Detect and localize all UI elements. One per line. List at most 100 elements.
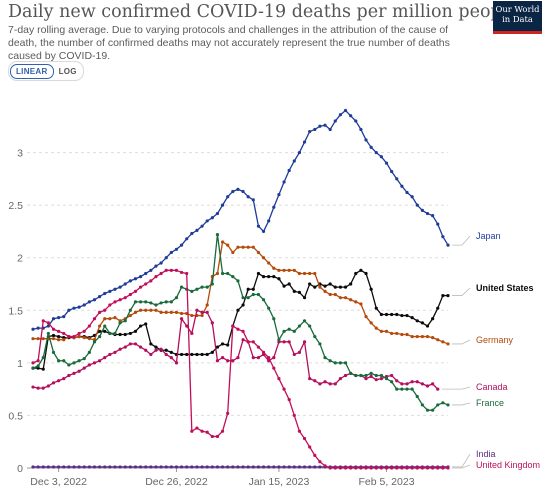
data-point: [231, 359, 235, 363]
data-point: [436, 466, 440, 470]
data-point: [431, 466, 435, 470]
data-point: [128, 313, 132, 318]
data-point: [241, 296, 245, 300]
data-point: [159, 310, 163, 314]
data-point: [87, 337, 91, 341]
data-point: [343, 108, 348, 113]
data-point: [169, 250, 173, 255]
data-point: [369, 371, 373, 375]
data-point: [51, 381, 56, 385]
data-point: [144, 271, 148, 276]
linear-scale-button[interactable]: LINEAR: [10, 63, 54, 79]
data-point: [415, 203, 419, 207]
data-point: [241, 245, 245, 249]
data-point: [87, 300, 91, 304]
data-point: [179, 270, 184, 275]
data-point: [318, 124, 322, 128]
data-point: [297, 429, 302, 433]
logo-line-2: in Data: [502, 14, 533, 24]
data-point: [369, 145, 373, 149]
data-point: [92, 361, 97, 365]
data-point: [328, 292, 332, 297]
data-point: [200, 285, 204, 289]
data-point: [57, 465, 61, 469]
data-point: [77, 305, 81, 309]
data-point: [302, 436, 307, 441]
data-point: [282, 268, 286, 272]
data-point: [144, 300, 148, 304]
data-point: [103, 356, 107, 360]
data-point: [349, 282, 353, 286]
data-point: [185, 271, 189, 276]
data-point: [138, 285, 143, 289]
data-point: [87, 324, 91, 328]
label-connector: [452, 235, 471, 246]
data-point: [441, 340, 445, 344]
series-label: Germany: [476, 335, 514, 345]
data-point: [236, 356, 240, 360]
data-point: [164, 268, 168, 272]
data-point: [343, 296, 348, 300]
data-point: [62, 338, 66, 342]
data-point: [251, 287, 255, 291]
data-point: [108, 289, 112, 293]
label-connector: [452, 402, 471, 406]
data-point: [51, 317, 56, 321]
data-point: [441, 235, 445, 239]
data-point: [36, 337, 40, 341]
owid-logo[interactable]: Our World in Data: [493, 1, 542, 34]
data-point: [410, 316, 414, 320]
data-point: [118, 321, 122, 325]
data-point: [400, 382, 404, 386]
data-point: [174, 247, 179, 251]
data-point: [379, 329, 383, 333]
data-point: [41, 386, 45, 390]
data-point: [179, 311, 184, 316]
data-point: [364, 271, 368, 276]
log-scale-button[interactable]: LOG: [58, 66, 77, 76]
data-point: [82, 329, 86, 333]
data-point: [128, 465, 132, 469]
data-point: [174, 465, 179, 469]
data-point: [297, 150, 302, 155]
data-point: [384, 466, 389, 470]
data-point: [251, 340, 255, 344]
series-line: [32, 109, 449, 330]
data-point: [384, 377, 389, 381]
data-point: [108, 465, 112, 469]
data-point: [374, 378, 378, 382]
data-point: [267, 261, 271, 265]
data-point: [159, 347, 163, 351]
data-point: [41, 356, 45, 360]
data-point: [277, 465, 281, 469]
data-point: [379, 312, 383, 317]
series-label: United States: [476, 283, 534, 293]
data-point: [354, 466, 358, 470]
data-point: [302, 319, 307, 323]
data-point: [297, 290, 302, 295]
data-point: [277, 338, 281, 342]
data-point: [236, 245, 240, 249]
data-point: [205, 465, 209, 469]
data-point: [272, 465, 276, 469]
data-point: [46, 384, 50, 388]
data-point: [343, 361, 348, 365]
data-point: [369, 374, 373, 379]
data-point: [190, 429, 194, 433]
series-france: [31, 232, 450, 412]
data-point: [379, 155, 383, 159]
data-point: [323, 289, 327, 293]
data-point: [323, 284, 327, 288]
data-point: [123, 319, 127, 323]
data-point: [364, 314, 368, 319]
data-point: [400, 184, 404, 188]
data-point: [267, 219, 271, 223]
data-point: [246, 340, 250, 344]
data-point: [333, 119, 337, 123]
data-point: [154, 303, 158, 307]
label-connector: [452, 464, 471, 469]
data-point: [410, 387, 414, 391]
data-point: [200, 224, 204, 228]
data-point: [226, 243, 230, 247]
